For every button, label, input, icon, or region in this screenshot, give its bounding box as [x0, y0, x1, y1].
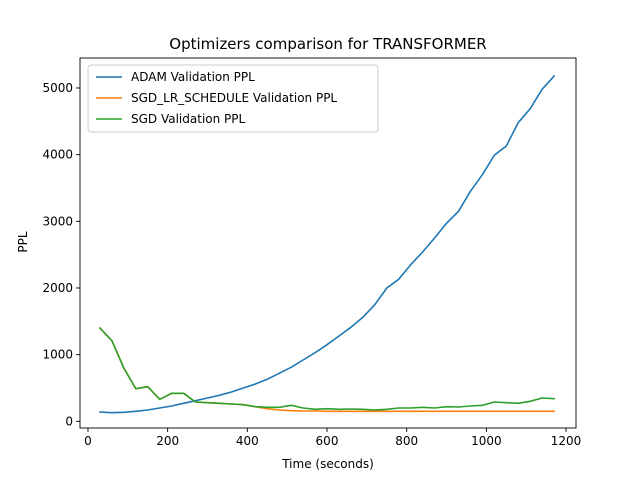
legend-label-1: ADAM Validation PPL [131, 70, 255, 84]
y-tick-label: 1000 [42, 348, 73, 362]
x-tick-label: 1000 [471, 434, 502, 448]
series-line-3 [98, 326, 555, 411]
y-tick-label: 0 [65, 414, 73, 428]
y-tick-label: 4000 [42, 148, 73, 162]
plot-frame [79, 57, 577, 429]
y-tick-label: 2000 [42, 281, 73, 295]
x-tick-label: 0 [84, 434, 92, 448]
y-axis: 0 1000 2000 3000 4000 5000 [42, 81, 80, 428]
y-axis-label: PPL [16, 231, 30, 252]
x-tick-label: 1200 [551, 434, 582, 448]
x-tick-label: 800 [395, 434, 418, 448]
legend-label-3: SGD Validation PPL [131, 112, 246, 126]
x-tick-label: 200 [156, 434, 179, 448]
y-tick-label: 3000 [42, 214, 73, 228]
x-tick-label: 400 [236, 434, 259, 448]
plot-area [79, 57, 577, 429]
legend-label-2: SGD_LR_SCHEDULE Validation PPL [131, 91, 337, 105]
x-axis: 0 200 400 600 800 1000 1200 [84, 428, 581, 448]
legend: ADAM Validation PPL SGD_LR_SCHEDULE Valid… [87, 64, 379, 133]
legend-box [87, 64, 379, 133]
x-tick-label: 600 [316, 434, 339, 448]
series-line-1 [99, 74, 556, 414]
y-tick-label: 5000 [42, 81, 73, 95]
chart-title: Optimizers comparison for TRANSFORMER [169, 35, 486, 53]
x-axis-label: Time (seconds) [281, 457, 374, 471]
